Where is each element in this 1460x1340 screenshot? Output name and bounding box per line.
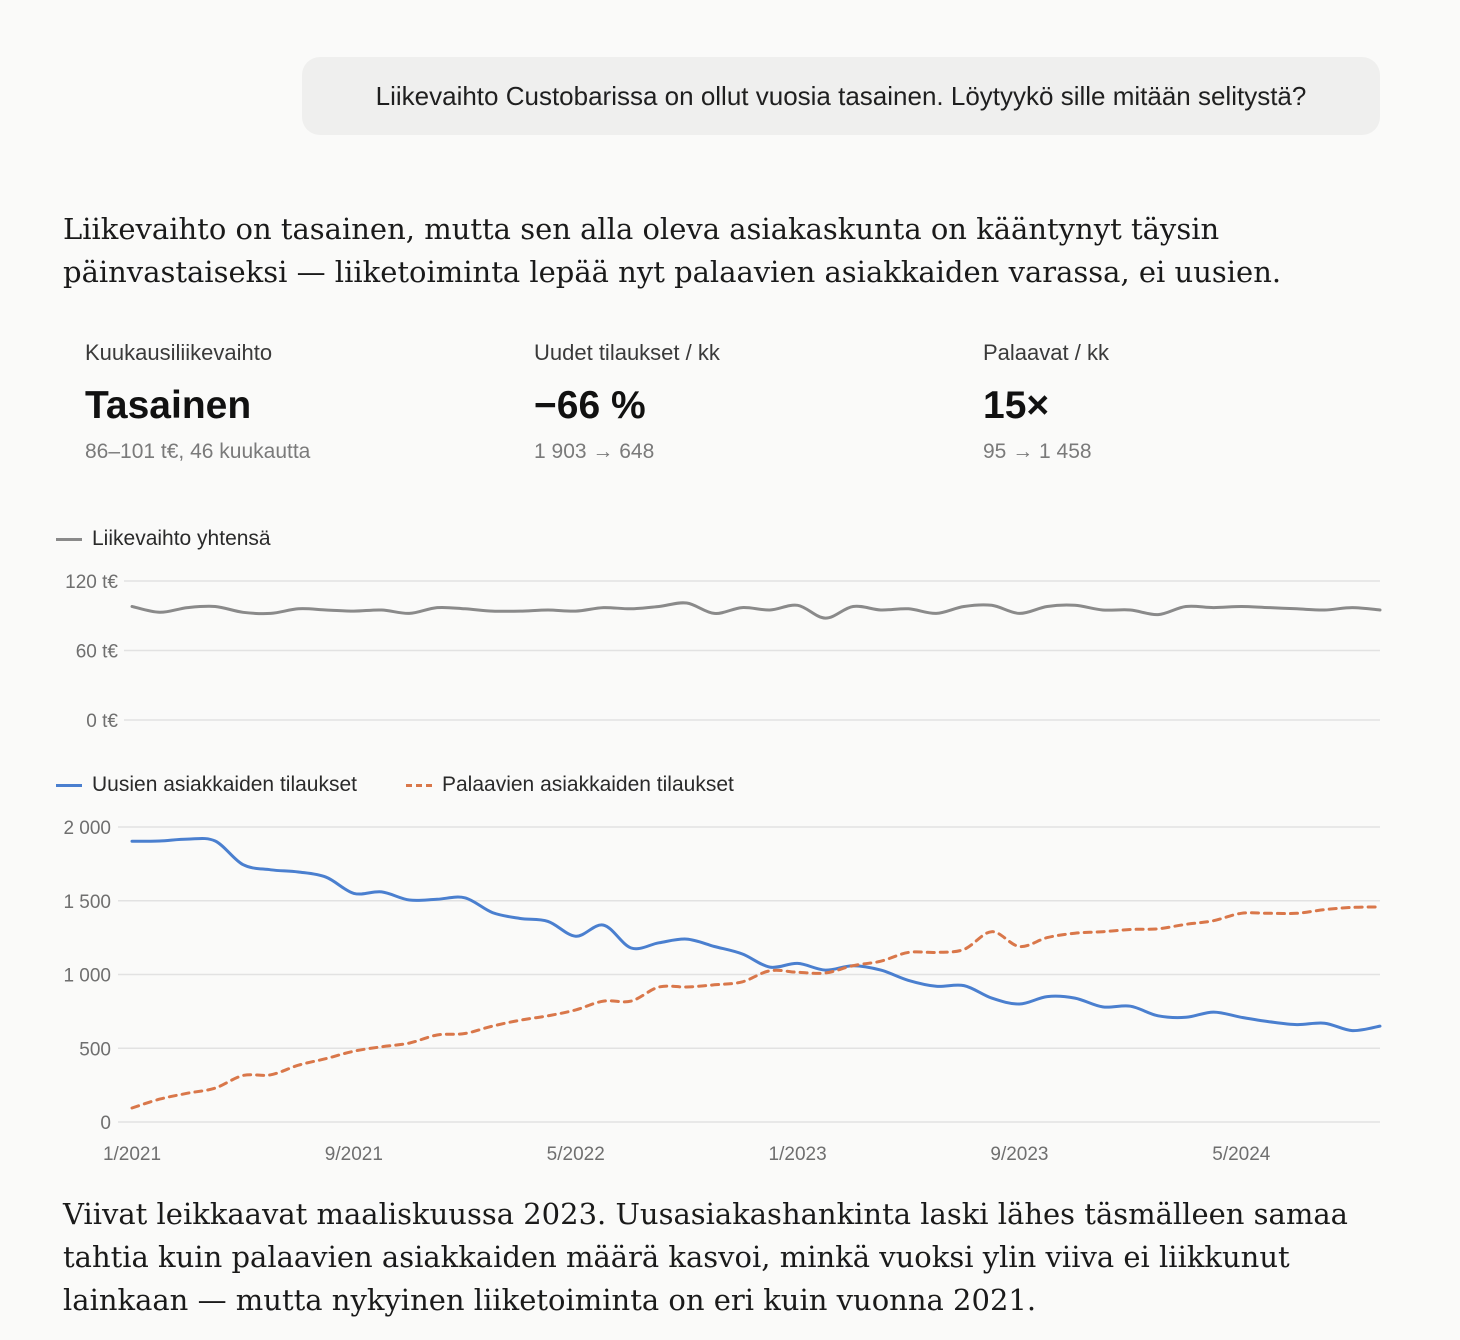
x-tick-label: 1/2023 [769, 1144, 827, 1165]
kpi-returning-orders: Palaavat / kk 15× 95 → 1 458 [983, 340, 1403, 464]
kpi-value: 15× [983, 384, 1050, 427]
x-tick-label: 9/2023 [990, 1144, 1048, 1165]
y-tick-label: 60 t€ [76, 642, 119, 663]
legend-revenue: Liikevaihto yhtensä [56, 527, 271, 551]
assistant-closing-paragraph: Viivat leikkaavat maaliskuussa 2023. Uus… [63, 1197, 1348, 1317]
legend-line-swatch [56, 537, 82, 541]
returning-orders-series-line [130, 905, 1382, 1110]
x-tick-label: 9/2021 [325, 1144, 383, 1165]
kpi-value: −66 % [534, 384, 646, 427]
legend-line-swatch [406, 783, 432, 787]
kpi-label: Uudet tilaukset / kk [534, 340, 720, 365]
kpi-subtext: 1 903 → 648 [534, 440, 655, 463]
y-tick-label: 1 000 [63, 966, 111, 987]
y-tick-label: 1 500 [63, 892, 111, 913]
user-message-text: Liikevaihto Custobarissa on ollut vuosia… [375, 80, 1307, 111]
assistant-lead-paragraph: Liikevaihto on tasainen, mutta sen alla … [63, 212, 1282, 289]
legend-line-swatch [56, 783, 82, 787]
x-tick-label: 5/2024 [1212, 1144, 1271, 1165]
kpi-monthly-revenue: Kuukausiliikevaihto Tasainen 86–101 t€, … [85, 340, 505, 464]
kpi-label: Kuukausiliikevaihto [85, 340, 273, 365]
legend-label: Liikevaihto yhtensä [92, 527, 271, 550]
user-message-bubble: Liikevaihto Custobarissa on ollut vuosia… [302, 57, 1380, 135]
y-tick-label: 500 [79, 1039, 111, 1060]
kpi-new-orders: Uudet tilaukset / kk −66 % 1 903 → 648 [534, 340, 954, 464]
kpi-value: Tasainen [85, 384, 252, 427]
legend-returning-orders: Palaavien asiakkaiden tilaukset [406, 773, 734, 797]
new-orders-series-line [130, 836, 1382, 1033]
x-tick-label: 1/2021 [103, 1144, 161, 1165]
y-tick-label: 0 [100, 1113, 111, 1134]
revenue-chart: 0 t€ 60 t€ 120 t€ [65, 572, 1382, 732]
legend-new-orders: Uusien asiakkaiden tilaukset [56, 773, 357, 797]
kpi-label: Palaavat / kk [983, 340, 1109, 365]
revenue-series-line [130, 601, 1382, 620]
y-tick-label: 2 000 [63, 818, 111, 839]
legend-label: Uusien asiakkaiden tilaukset [92, 773, 357, 796]
kpi-subtext: 86–101 t€, 46 kuukautta [85, 440, 311, 463]
kpi-subtext: 95 → 1 458 [983, 440, 1092, 463]
orders-chart: 0 500 1 000 1 500 2 000 1/2021 9/2021 5/2022 1/2… [63, 818, 1382, 1165]
y-tick-label: 0 t€ [86, 711, 118, 732]
legend-label: Palaavien asiakkaiden tilaukset [442, 773, 734, 796]
x-tick-label: 5/2022 [547, 1144, 605, 1165]
y-tick-label: 120 t€ [65, 572, 118, 593]
